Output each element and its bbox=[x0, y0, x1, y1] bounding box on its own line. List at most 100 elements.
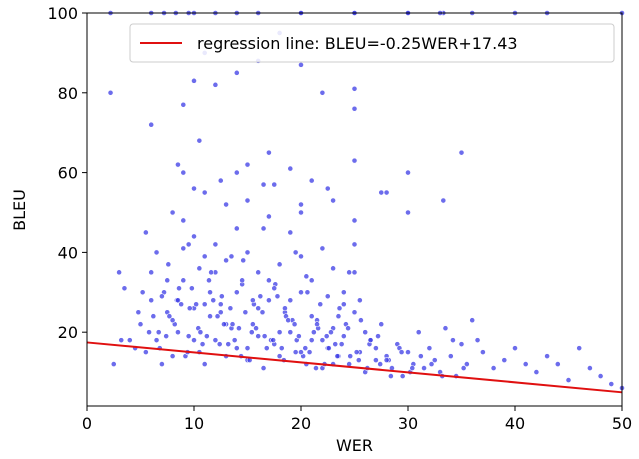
data-point bbox=[199, 341, 206, 348]
data-point bbox=[137, 321, 144, 328]
data-point bbox=[303, 273, 310, 280]
data-point bbox=[244, 161, 251, 168]
data-point bbox=[163, 333, 170, 340]
data-point bbox=[544, 353, 550, 360]
data-point bbox=[142, 349, 149, 356]
data-point bbox=[110, 361, 117, 368]
data-point bbox=[244, 249, 251, 256]
data-point bbox=[217, 309, 224, 316]
legend-box bbox=[129, 23, 615, 63]
data-point bbox=[405, 169, 411, 176]
data-point bbox=[191, 77, 197, 84]
data-point bbox=[351, 85, 358, 92]
data-point bbox=[260, 225, 267, 232]
data-point bbox=[328, 329, 334, 336]
data-point bbox=[176, 285, 182, 292]
data-point bbox=[175, 329, 181, 336]
data-point bbox=[265, 149, 272, 156]
data-point bbox=[197, 329, 204, 336]
data-point bbox=[287, 297, 294, 304]
regression-line bbox=[86, 341, 623, 394]
data-point bbox=[148, 121, 155, 128]
data-point bbox=[240, 257, 247, 264]
data-point bbox=[142, 229, 149, 236]
data-point bbox=[460, 365, 467, 371]
data-point bbox=[533, 369, 540, 375]
data-points bbox=[107, 10, 625, 391]
data-point bbox=[201, 361, 208, 368]
data-point bbox=[185, 333, 192, 340]
data-point bbox=[351, 269, 358, 276]
data-point bbox=[319, 89, 326, 96]
data-point bbox=[212, 241, 219, 248]
data-point bbox=[431, 357, 438, 364]
data-point bbox=[118, 337, 125, 344]
data-point bbox=[212, 337, 219, 344]
data-point bbox=[158, 293, 165, 300]
data-point bbox=[214, 313, 221, 320]
data-point bbox=[565, 377, 572, 383]
data-point bbox=[263, 345, 270, 352]
data-point bbox=[351, 105, 358, 112]
data-point bbox=[292, 349, 299, 356]
data-point bbox=[378, 189, 385, 196]
data-point bbox=[447, 353, 454, 360]
data-point bbox=[298, 61, 304, 68]
data-point bbox=[308, 277, 315, 284]
data-point bbox=[260, 365, 267, 371]
data-point bbox=[158, 361, 165, 368]
data-point bbox=[351, 157, 358, 164]
data-point bbox=[308, 177, 315, 184]
data-point bbox=[304, 289, 311, 296]
data-point bbox=[169, 353, 176, 360]
data-point bbox=[324, 293, 331, 300]
data-point bbox=[249, 321, 256, 328]
x-tick-label: 50 bbox=[612, 414, 632, 433]
data-point bbox=[153, 249, 160, 256]
y-axis-label: BLEU bbox=[10, 189, 29, 231]
data-point bbox=[259, 309, 266, 316]
data-point bbox=[239, 277, 246, 284]
data-point bbox=[306, 349, 313, 356]
data-point bbox=[155, 329, 162, 336]
data-point bbox=[271, 181, 278, 188]
x-tick-label: 0 bbox=[82, 414, 92, 433]
data-point bbox=[387, 373, 394, 379]
data-point bbox=[261, 333, 268, 340]
data-point bbox=[421, 365, 427, 371]
data-point bbox=[255, 333, 262, 340]
data-point bbox=[228, 253, 235, 260]
data-point bbox=[295, 333, 302, 340]
data-point bbox=[463, 361, 470, 368]
data-point bbox=[201, 253, 208, 260]
data-point bbox=[135, 309, 142, 316]
data-point bbox=[146, 329, 152, 336]
y-tick-label: 100 bbox=[47, 4, 78, 23]
data-point bbox=[227, 305, 234, 312]
data-point bbox=[291, 321, 298, 328]
data-point bbox=[257, 293, 264, 300]
data-point bbox=[148, 269, 155, 276]
data-point bbox=[244, 197, 251, 204]
regression-line-layer bbox=[86, 341, 623, 394]
data-point bbox=[217, 301, 224, 308]
data-point bbox=[165, 261, 172, 268]
data-point bbox=[335, 313, 342, 320]
data-point bbox=[169, 209, 176, 216]
x-axis: 0 10 20 30 40 50 bbox=[82, 406, 632, 433]
data-point bbox=[398, 349, 405, 356]
data-point bbox=[330, 265, 336, 272]
data-point bbox=[271, 285, 278, 292]
data-point bbox=[308, 313, 315, 320]
data-point bbox=[185, 241, 192, 248]
data-point bbox=[512, 345, 518, 352]
data-point bbox=[554, 361, 561, 368]
data-point bbox=[323, 333, 330, 340]
data-point bbox=[458, 341, 465, 348]
data-point bbox=[107, 89, 114, 96]
data-point bbox=[212, 81, 219, 88]
data-point bbox=[191, 337, 197, 344]
data-point bbox=[285, 317, 292, 324]
data-point bbox=[378, 321, 385, 328]
